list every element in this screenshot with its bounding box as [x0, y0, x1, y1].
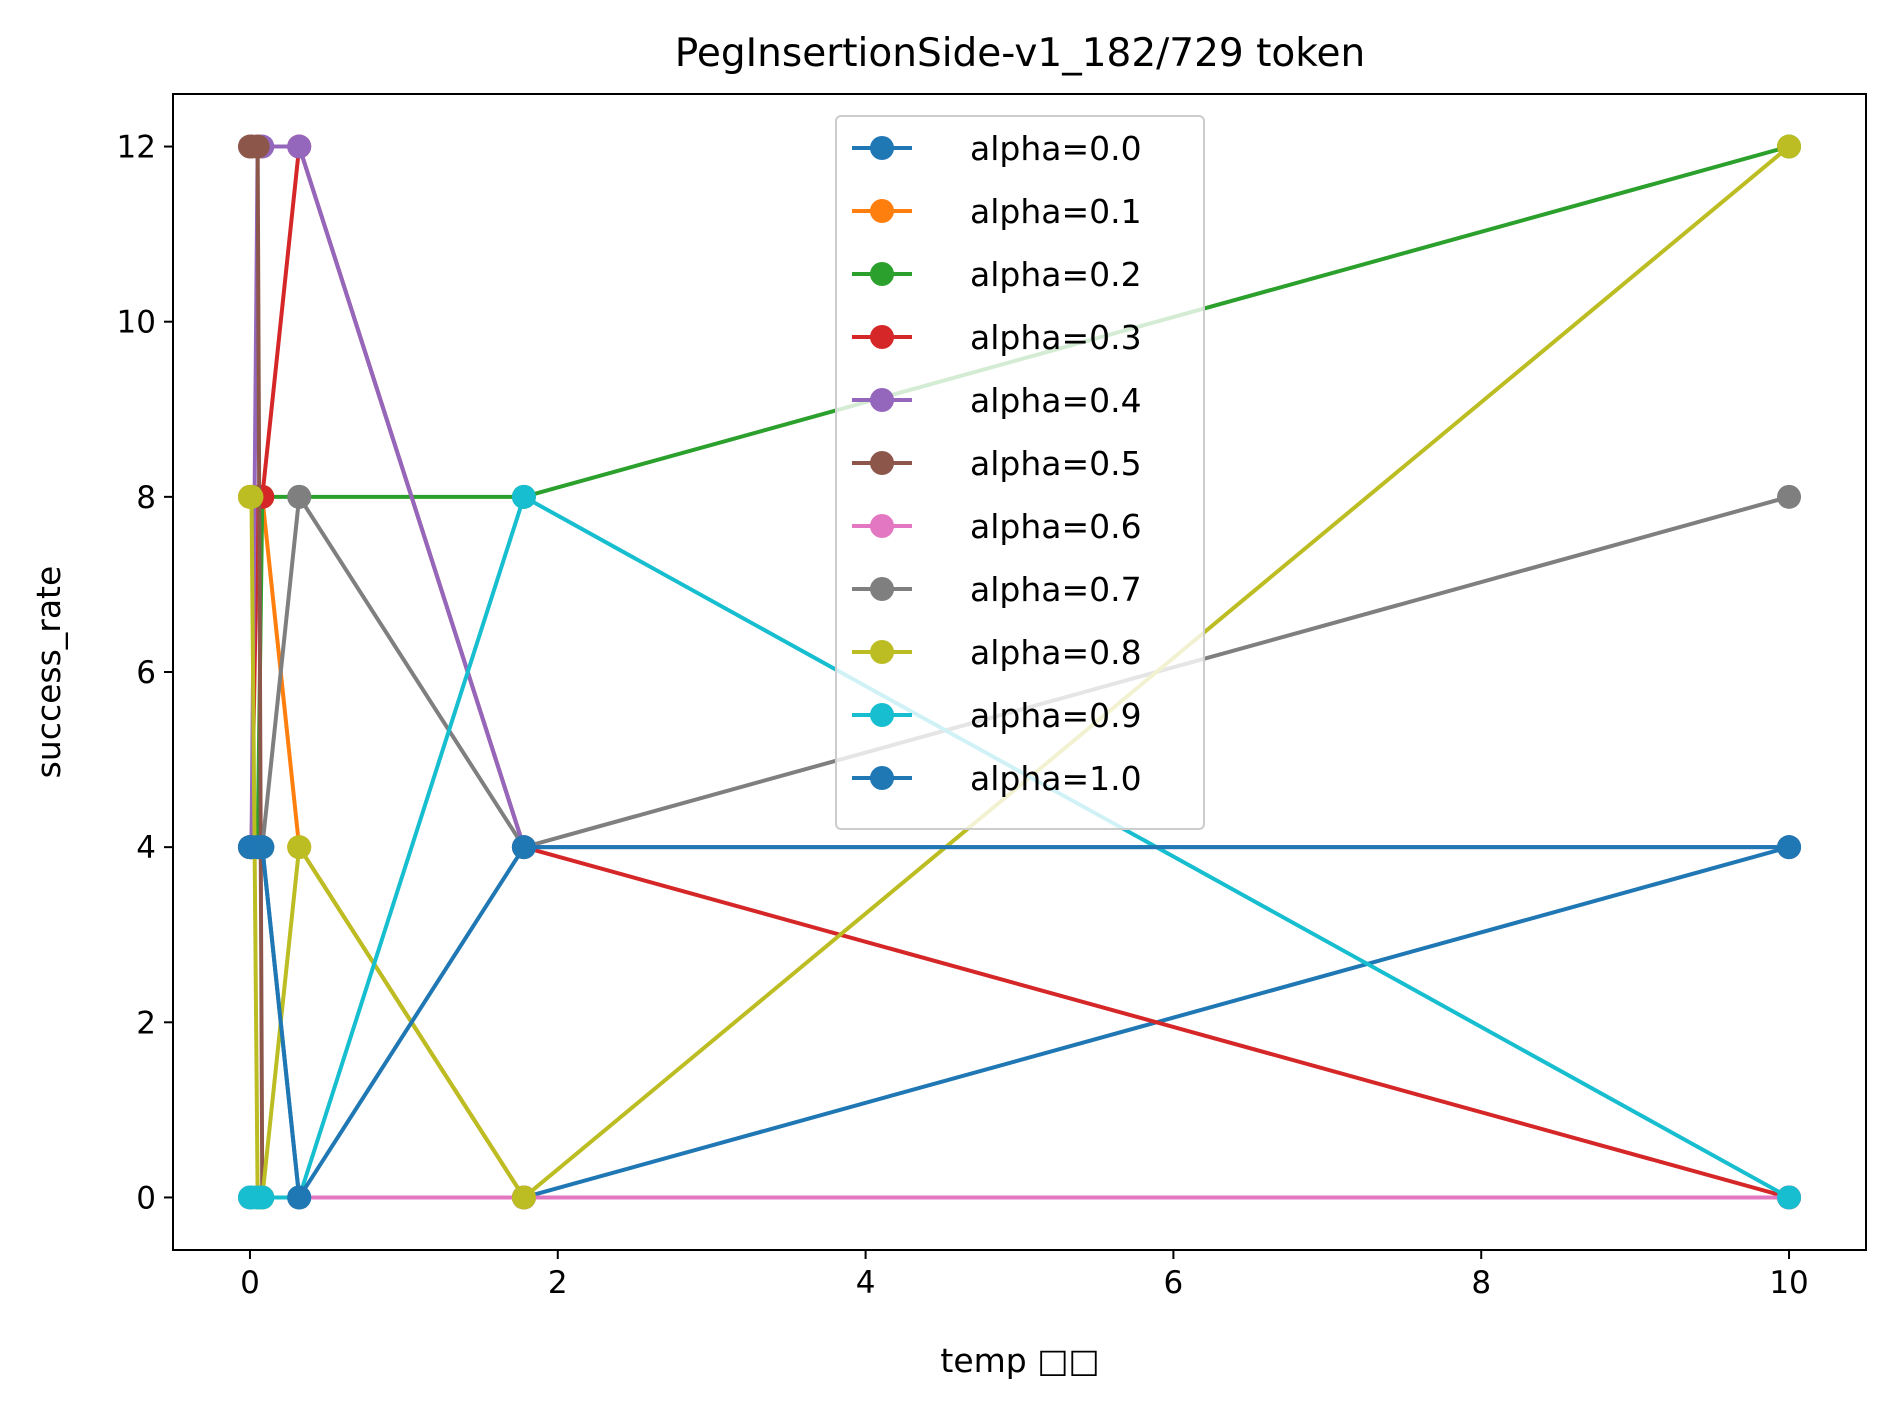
- data-point: [511, 835, 536, 860]
- x-tick-label: 2: [548, 1265, 568, 1301]
- x-tick-label: 0: [240, 1265, 260, 1301]
- data-point: [287, 484, 312, 509]
- legend-marker: [870, 199, 894, 223]
- legend-marker: [870, 640, 894, 664]
- legend-item: alpha=0.3: [852, 318, 1142, 357]
- legend-box: [835, 115, 1205, 830]
- legend-marker: [870, 136, 894, 160]
- legend-item: alpha=0.5: [852, 444, 1142, 483]
- legend-label: alpha=0.8: [970, 633, 1142, 672]
- data-point: [239, 484, 264, 509]
- chart-title: PegInsertionSide-v1_182/729 token: [675, 31, 1365, 76]
- legend-marker: [870, 325, 894, 349]
- data-point: [245, 134, 270, 159]
- data-point: [511, 484, 536, 509]
- y-tick-label: 8: [136, 480, 156, 516]
- legend-item: alpha=0.8: [852, 633, 1142, 672]
- legend-item: alpha=0.6: [852, 507, 1142, 546]
- legend-item: alpha=0.1: [852, 192, 1142, 231]
- legend-label: alpha=0.5: [970, 444, 1142, 483]
- legend-item: alpha=0.7: [852, 570, 1142, 609]
- legend-item: alpha=0.2: [852, 255, 1142, 294]
- legend-marker: [870, 451, 894, 475]
- legend-marker: [870, 514, 894, 538]
- legend-label: alpha=1.0: [970, 759, 1142, 798]
- y-tick-label: 0: [136, 1180, 156, 1216]
- x-tick-label: 6: [1164, 1265, 1184, 1301]
- y-tick-label: 2: [136, 1005, 156, 1041]
- legend-label: alpha=0.2: [970, 255, 1142, 294]
- data-point: [1777, 835, 1802, 860]
- legend-item: alpha=0.9: [852, 696, 1142, 735]
- legend-marker: [870, 388, 894, 412]
- legend-label: alpha=0.0: [970, 129, 1142, 168]
- legend-label: alpha=0.4: [970, 381, 1142, 420]
- data-point: [1777, 484, 1802, 509]
- legend-label: alpha=0.1: [970, 192, 1142, 231]
- legend-marker: [870, 577, 894, 601]
- data-point: [287, 134, 312, 159]
- y-tick-label: 10: [117, 305, 156, 341]
- legend-item: alpha=0.0: [852, 129, 1142, 168]
- legend-item: alpha=1.0: [852, 759, 1142, 798]
- x-tick-label: 10: [1769, 1265, 1808, 1301]
- data-point: [287, 1185, 312, 1210]
- series-alpha-1-0: [237, 835, 1802, 1210]
- axis-ticks: 0 2 4 6 8 10 0 2 4 6 8 10 12: [117, 130, 1809, 1301]
- data-point: [1777, 134, 1802, 159]
- legend-label: alpha=0.3: [970, 318, 1142, 357]
- y-axis-label: success_rate: [29, 566, 68, 779]
- data-point: [250, 835, 275, 860]
- plot-area: [237, 134, 1802, 1210]
- legend-marker: [870, 766, 894, 790]
- x-tick-label: 4: [856, 1265, 876, 1301]
- data-point: [511, 1185, 536, 1210]
- x-tick-label: 8: [1471, 1265, 1491, 1301]
- y-tick-label: 6: [136, 655, 156, 691]
- x-axis-label: temp □□: [940, 1341, 1099, 1380]
- data-point: [1777, 1185, 1802, 1210]
- legend-marker: [870, 262, 894, 286]
- legend-label: alpha=0.7: [970, 570, 1142, 609]
- y-tick-label: 12: [117, 130, 156, 166]
- legend-marker: [870, 703, 894, 727]
- y-tick-label: 4: [136, 830, 156, 866]
- legend: alpha=0.0 alpha=0.1 alpha=0.2 alpha=0.3 alph…: [835, 115, 1205, 830]
- data-point: [250, 1185, 275, 1210]
- legend-label: alpha=0.6: [970, 507, 1142, 546]
- legend-item: alpha=0.4: [852, 381, 1142, 420]
- series-alpha-0-9: [237, 484, 1802, 1210]
- data-point: [287, 835, 312, 860]
- legend-label: alpha=0.9: [970, 696, 1142, 735]
